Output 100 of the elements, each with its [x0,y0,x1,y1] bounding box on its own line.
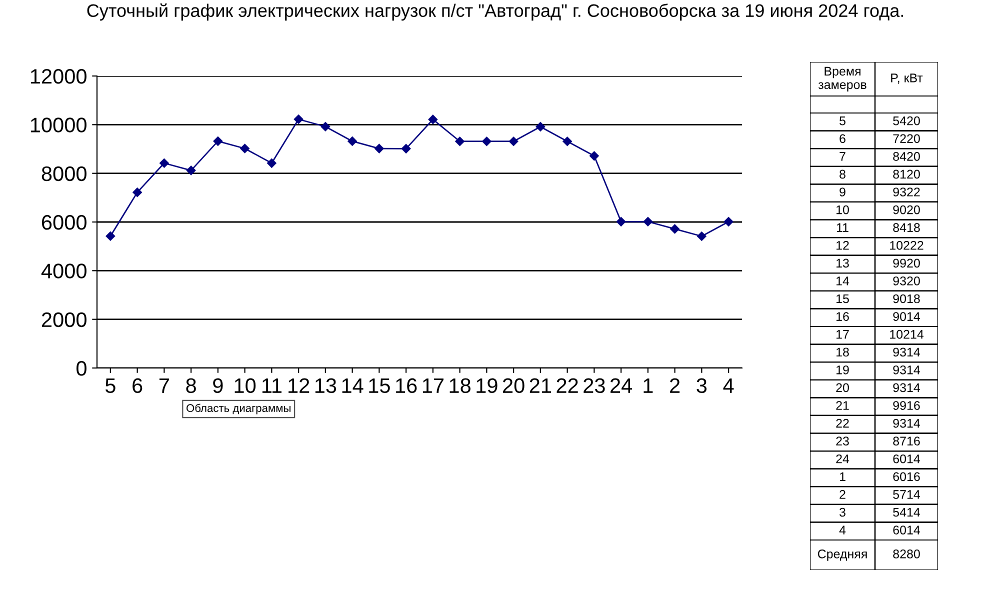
data-label: 9020 [893,205,920,214]
x-tick-label: 14 [342,378,364,393]
y-tick-label: 13 [836,258,849,268]
point [294,114,304,124]
y-tick-label: 0 [76,361,86,376]
point [724,217,734,226]
y-tick-label: 10000 [30,118,86,132]
x-tick-label: 22 [556,378,578,393]
y-tick-label: 23 [836,436,849,446]
data-label: 7220 [893,134,920,144]
data-label: 9314 [893,348,920,357]
data-label: 6014 [893,526,920,534]
data-label: 9314 [893,383,920,392]
y-tick-label: 18 [836,348,849,357]
point [670,224,680,234]
point [508,136,518,146]
chart-title: Суточный график электрических нагрузок п/ст "Автоград" г. Сосновоборска за 19 июня 2024 года. [87,3,904,21]
y-tick-label: 10 [836,205,849,214]
y-tick-label: 24 [836,454,850,464]
data-label: 8418 [893,223,920,232]
text: Время замеров [818,66,866,92]
x-tick-label: 16 [396,378,417,394]
point [267,158,276,168]
x-tick-label: P, кВт [891,74,923,84]
x-tick-label: 11 [262,378,282,393]
x-tick-label: 13 [315,378,336,394]
x-tick-label: 6 [132,378,142,394]
x-tick-label: 9 [213,378,223,394]
data-label: 5714 [893,490,920,499]
data-label: 8280 [893,550,920,558]
data-label: 8420 [893,152,920,161]
y-tick-label: 6000 [42,215,86,230]
text: Область диаграммы [186,404,290,414]
x-tick-label: 21 [530,378,552,393]
data-label: 9014 [893,312,920,321]
point [482,136,492,146]
data-label: 9314 [893,365,920,374]
point [590,151,599,161]
point [562,136,572,146]
data-label: 9314 [893,418,920,428]
x-tick-label: 7 [159,378,169,393]
point [213,136,223,146]
y-tick-label: 4 [839,526,846,534]
y-tick-label: 8000 [42,166,86,182]
y-tick-label: 12000 [30,69,86,84]
data-label: 9320 [893,276,920,286]
y-tick-label: 6 [840,134,846,144]
y-tick-label: 21 [836,401,849,410]
x-tick-label: 19 [476,378,498,394]
point [348,136,357,146]
y-tick-label: 15 [836,294,849,304]
x-tick-label: 24 [610,378,632,393]
data-label: 10214 [890,330,924,339]
y-tick-label: 12 [836,240,849,250]
point [240,144,250,154]
data-label: 9322 [893,188,920,196]
y-tick-label: 14 [836,276,850,286]
y-tick-label: 11 [836,223,848,232]
y-tick-label: 7 [840,152,846,161]
point [320,122,330,132]
y-tick-label: 9 [840,188,846,196]
x-tick-label: 17 [422,378,444,393]
point [428,114,438,124]
point [132,188,142,197]
y-tick-label: 2 [840,490,846,499]
x-tick-label: 10 [234,378,256,394]
data-label: 9920 [893,258,920,268]
x-tick-label: 18 [450,378,470,394]
point [455,136,464,146]
y-tick-label: 1 [840,472,846,481]
y-tick-label: 19 [836,365,849,374]
y-tick-label: 22 [836,418,849,428]
point [401,144,411,154]
y-tick-label: 2000 [42,312,86,328]
x-tick-label: 23 [584,378,605,394]
point [374,144,384,154]
point [536,122,546,132]
point [616,217,626,226]
data-label: 5420 [893,116,920,126]
point [643,216,653,226]
x-tick-label: 12 [288,378,310,393]
x-tick-label: 15 [369,378,390,394]
point [186,166,196,176]
point [106,231,116,241]
y-tick-label: Средняя [818,550,867,561]
data-label: 9916 [893,401,920,410]
y-tick-label: 5 [840,116,846,126]
data-label: 9018 [893,294,920,304]
x-tick-label: 8 [186,378,196,394]
y-tick-label: 4000 [41,264,86,278]
x-tick-label: 2 [670,378,680,393]
y-tick-label: 16 [836,312,849,321]
data-label: 10222 [890,240,924,250]
data-label: 6014 [893,454,920,464]
y-tick-label: 8 [840,170,846,179]
x-tick-label: 20 [503,378,524,394]
x-tick-label: 3 [696,378,707,394]
x-tick-label: 5 [105,378,116,394]
x-tick-label: 1 [644,378,653,393]
point [160,158,169,168]
